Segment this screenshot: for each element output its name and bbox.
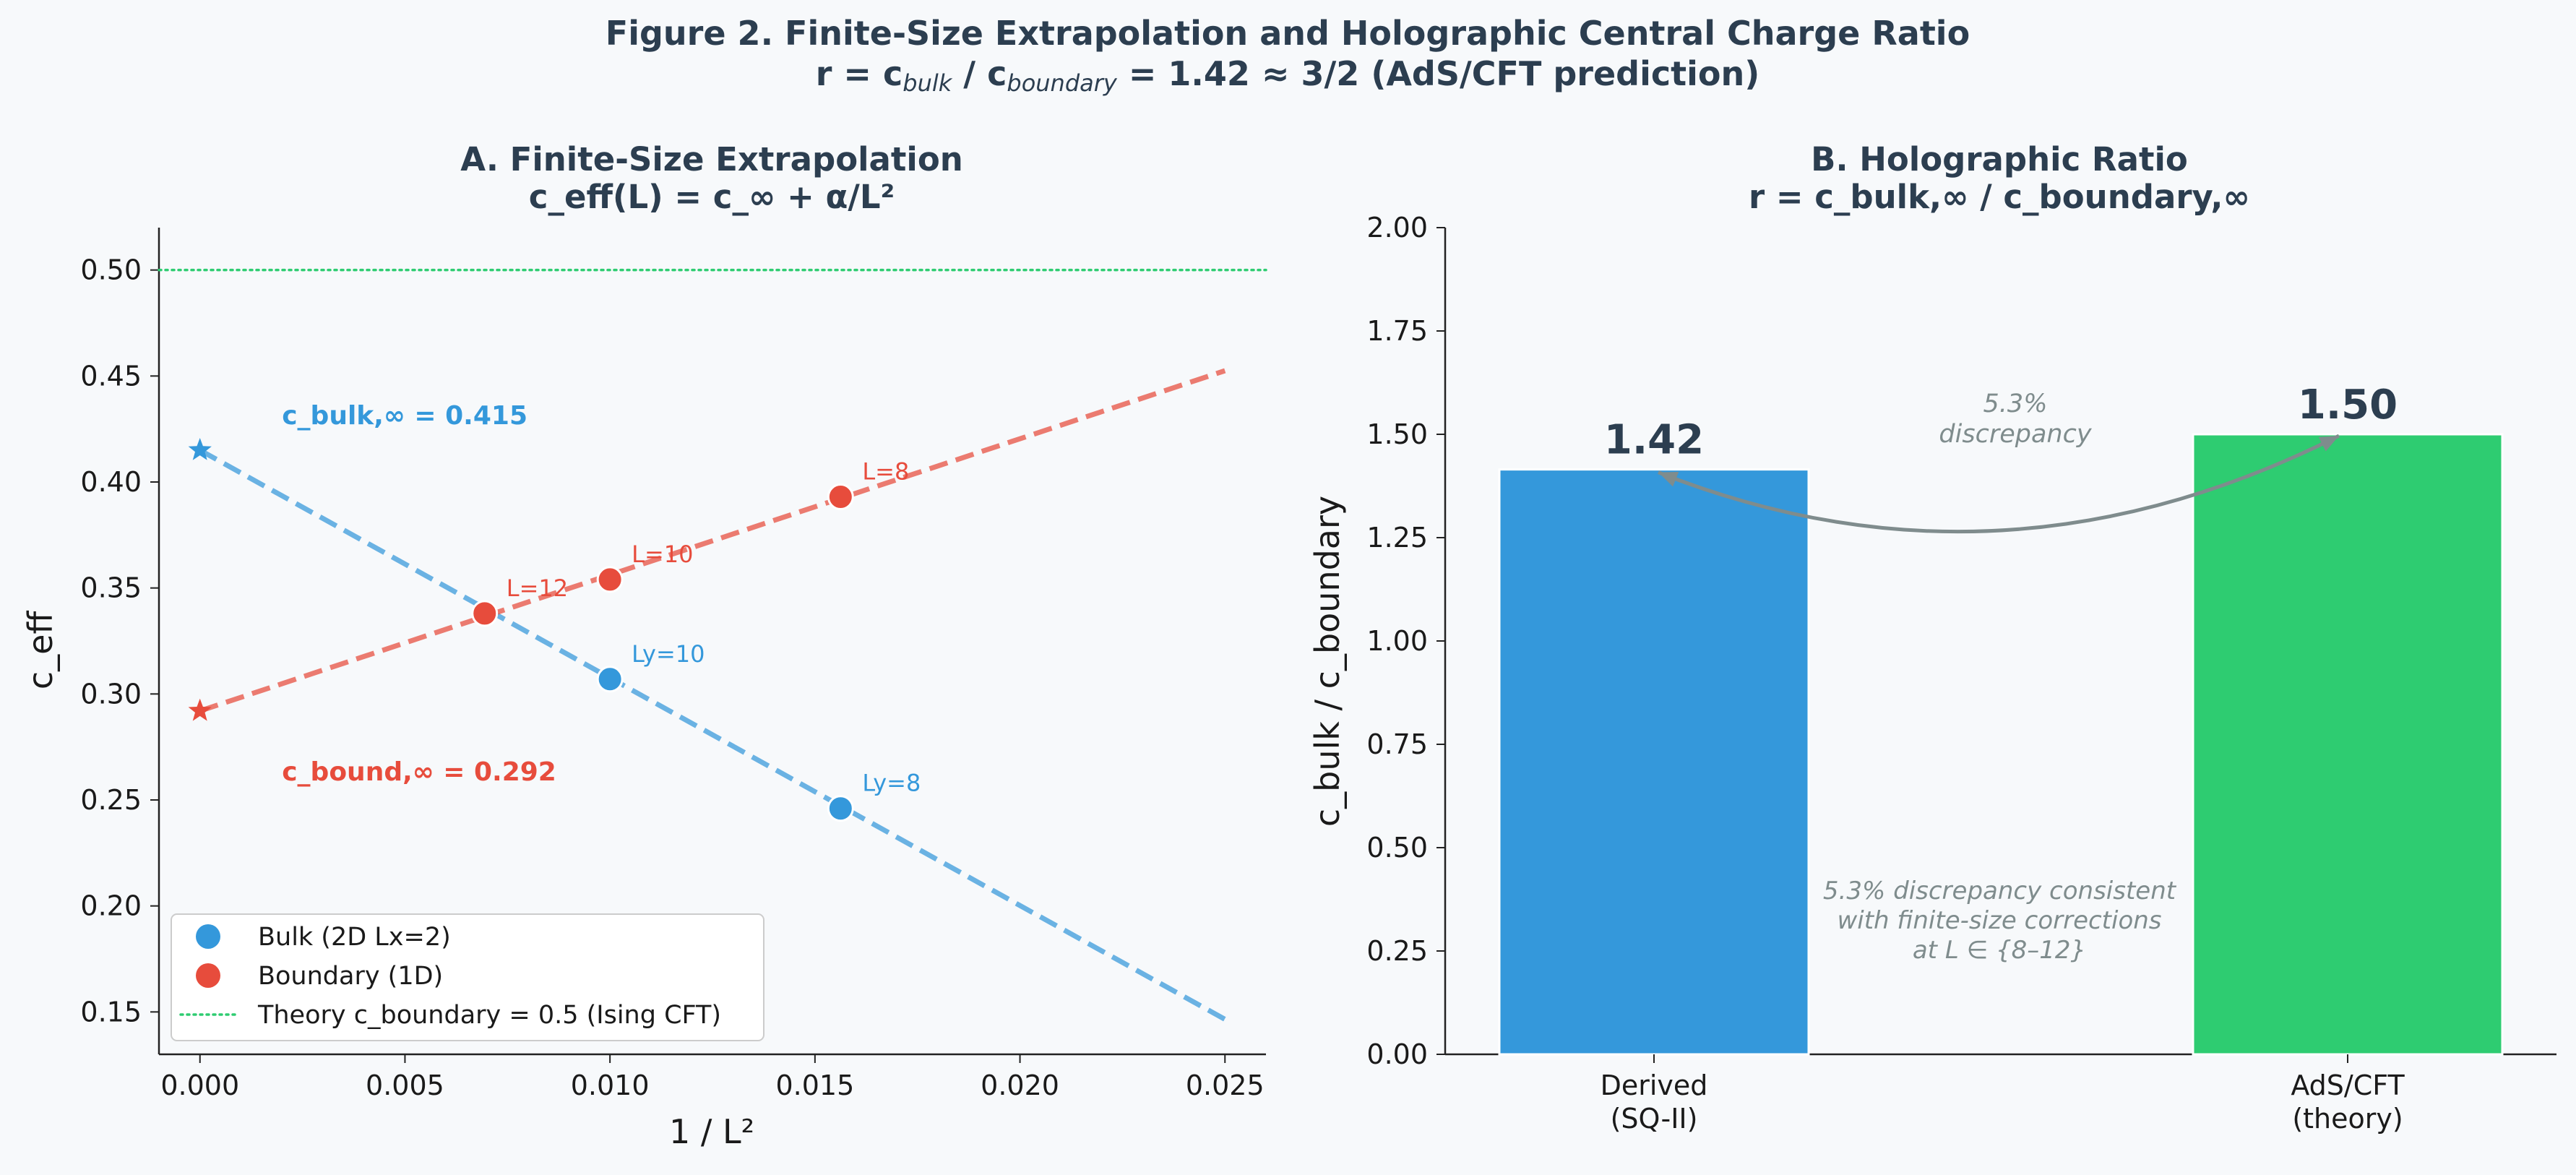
boundary-point-label: L=10: [632, 541, 693, 568]
bar-note: with finite-size corrections: [1837, 906, 2161, 935]
legend-box: [171, 913, 764, 1041]
panel-a-x-tick-label: 0.010: [571, 1069, 650, 1101]
legend-bulk-marker: [196, 924, 220, 949]
panel-b-y-tick-label: 1.50: [1366, 418, 1428, 450]
boundary-extrapolated-star: [188, 698, 212, 721]
legend-entry: Bulk (2D Lx=2): [258, 923, 451, 952]
panel-b-y-tick-label: 0.75: [1366, 728, 1428, 760]
panel-a-legend: Bulk (2D Lx=2) Boundary (1D) Theory c_boun…: [171, 913, 764, 1041]
bulk-point-label: Ly=10: [632, 640, 705, 668]
panel-a-y-tick-label: 0.50: [80, 254, 142, 286]
panel-b-y-tick-label: 2.00: [1366, 212, 1428, 244]
panel-b-title: B. Holographic Ratio: [1811, 140, 2188, 178]
arrowhead-right: [2318, 436, 2339, 452]
boundary-point: [471, 600, 499, 627]
panel-a-y-tick-label: 0.45: [80, 360, 142, 392]
panel-b-y-tick-label: 1.00: [1366, 625, 1428, 657]
arrowhead-left: [1658, 471, 1679, 487]
panel-a-x-tick-label: 0.020: [981, 1069, 1059, 1101]
panel-b-y-tick-label: 1.75: [1366, 315, 1428, 347]
legend-boundary-marker: [196, 963, 220, 988]
boundary-extrapolation-label: c_bound,∞ = 0.292: [282, 757, 556, 787]
panel-a-y-tick-label: 0.15: [80, 996, 142, 1028]
panel-a-x-tick-label: 0.015: [775, 1069, 854, 1101]
figure-subtitle: r = cbulk / cboundary = 1.42 ≈ 3/2 (AdS/…: [816, 54, 1760, 97]
boundary-fit-line: [199, 368, 1226, 714]
bar-note: 5.3% discrepancy consistent: [1823, 877, 2177, 905]
panel-b-holographic-ratio: B. Holographic Ratio r = c_bulk,∞ / c_bo…: [1308, 140, 2556, 1135]
discrepancy-arrow: [1658, 434, 2340, 534]
figure-title: Figure 2. Finite-Size Extrapolation and …: [606, 14, 1970, 53]
panel-b-x-tick-label: (SQ-II): [1611, 1103, 1698, 1135]
panel-b-y-axis-label: c_bulk / c_boundary: [1308, 496, 1347, 827]
bar-value-label: 1.50: [2298, 382, 2398, 429]
bar-adscft: [2192, 433, 2504, 1056]
panel-b-y-tick-label: 0.50: [1366, 832, 1428, 864]
panel-a-y-axis-label: c_eff: [21, 611, 60, 690]
panel-a-x-tick-label: 0.000: [160, 1069, 239, 1101]
bar-note: at L ∈ {8–12}: [1913, 936, 2086, 965]
panel-a-title: A. Finite-Size Extrapolation: [460, 140, 963, 178]
panel-a-subtitle: c_eff(L) = c_∞ + α/L²: [529, 178, 895, 216]
boundary-point-label: L=8: [862, 458, 909, 486]
panel-a-y-tick-label: 0.20: [80, 890, 142, 922]
panel-b-subtitle: r = c_bulk,∞ / c_boundary,∞: [1749, 178, 2250, 216]
bulk-fit-line: [199, 447, 1226, 1022]
bar-value-label: 1.42: [1604, 417, 1704, 464]
legend-entry: Theory c_boundary = 0.5 (Ising CFT): [257, 1001, 721, 1030]
panel-a-extrapolation: A. Finite-Size Extrapolation c_eff(L) = …: [21, 140, 1267, 1151]
panel-b-x-tick-label: (theory): [2292, 1103, 2403, 1135]
boundary-point: [827, 483, 854, 511]
panel-a-y-tick-label: 0.25: [80, 784, 142, 816]
bulk-extrapolated-star: [188, 438, 212, 460]
panel-b-x-tick-label: AdS/CFT: [2291, 1069, 2405, 1101]
panel-a-x-tick-label: 0.005: [366, 1069, 444, 1101]
arrow-label: 5.3%: [1983, 389, 2048, 418]
panel-b-y-tick-label: 0.25: [1366, 935, 1428, 967]
panel-a-x-tick-label: 0.025: [1186, 1069, 1265, 1101]
arrow-label: discrepancy: [1939, 420, 2092, 449]
boundary-point-label: L=12: [507, 574, 568, 602]
bulk-extrapolation-label: c_bulk,∞ = 0.415: [282, 401, 527, 431]
bulk-point: [596, 666, 624, 693]
panel-b-x-tick-label: Derived: [1601, 1069, 1708, 1101]
legend-entry: Boundary (1D): [258, 962, 443, 991]
panel-b-y-tick-label: 1.25: [1366, 522, 1428, 554]
boundary-point: [596, 566, 624, 593]
bulk-point: [827, 795, 854, 822]
panel-a-x-axis-label: 1 / L²: [669, 1112, 754, 1151]
bulk-point-label: Ly=8: [862, 770, 921, 797]
panel-a-y-tick-label: 0.30: [80, 678, 142, 710]
panel-a-y-tick-label: 0.35: [80, 572, 142, 604]
panel-a-y-tick-label: 0.40: [80, 466, 142, 498]
bar-derived: [1498, 468, 1810, 1056]
panel-b-y-tick-label: 0.00: [1366, 1038, 1428, 1070]
